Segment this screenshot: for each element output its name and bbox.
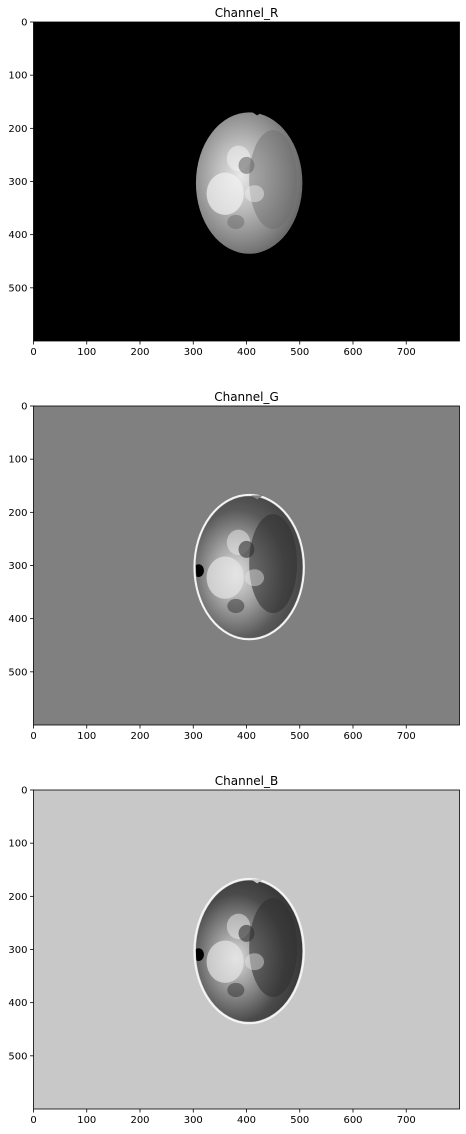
y-tick-label: 0: [21, 402, 27, 413]
y-tick-label: 500: [8, 1051, 27, 1062]
y-tick-label: 400: [8, 614, 27, 625]
x-tick-label: 200: [130, 731, 149, 742]
x-tick-label: 500: [290, 347, 309, 358]
y-tick-label: 300: [8, 177, 27, 188]
y-tick-label: 100: [8, 839, 27, 850]
panel-channel-g: Channel_G 0 100 200 300 400 500 600 700 0 100 200…: [8, 390, 459, 742]
x-tick-label: 200: [130, 1115, 149, 1126]
object-ellipse: [193, 495, 304, 639]
panel-title: Channel_G: [214, 390, 279, 404]
panel-title: Channel_B: [215, 774, 279, 788]
y-tick-label: 0: [21, 786, 27, 797]
x-axis: 0 100 200 300 400 500 600 700: [30, 341, 415, 358]
x-tick-label: 600: [343, 731, 362, 742]
x-tick-label: 700: [397, 731, 416, 742]
x-tick-label: 400: [237, 731, 256, 742]
y-tick-label: 200: [8, 124, 27, 135]
y-tick-label: 400: [8, 230, 27, 241]
y-axis: 0 100 200 300 400 500: [8, 402, 33, 679]
y-axis: 0 100 200 300 400 500: [8, 786, 33, 1063]
y-tick-label: 300: [8, 561, 27, 572]
x-tick-label: 400: [237, 347, 256, 358]
x-axis: 0 100 200 300 400 500 600 700: [30, 725, 415, 742]
x-tick-label: 200: [130, 347, 149, 358]
y-tick-label: 300: [8, 945, 27, 956]
panel-channel-b: Channel_B 0 100 200 300 400 500 600 700 0 100 200…: [8, 774, 459, 1126]
x-tick-label: 0: [30, 347, 36, 358]
panel-channel-r: Channel_R 0 100 200 300 400 500 600 700 0 100 200…: [8, 6, 459, 358]
y-tick-label: 500: [8, 667, 27, 678]
x-tick-label: 500: [290, 1115, 309, 1126]
x-tick-label: 500: [290, 731, 309, 742]
x-tick-label: 600: [343, 347, 362, 358]
y-axis: 0 100 200 300 400 500: [8, 18, 33, 295]
y-tick-label: 200: [8, 892, 27, 903]
y-tick-label: 400: [8, 998, 27, 1009]
y-tick-label: 100: [8, 71, 27, 82]
x-tick-label: 100: [77, 1115, 96, 1126]
x-tick-label: 100: [77, 347, 96, 358]
x-tick-label: 0: [30, 1115, 36, 1126]
x-tick-label: 0: [30, 731, 36, 742]
panel-title: Channel_R: [215, 6, 279, 20]
y-tick-label: 200: [8, 508, 27, 519]
x-tick-label: 600: [343, 1115, 362, 1126]
x-tick-label: 700: [397, 347, 416, 358]
x-tick-label: 700: [397, 1115, 416, 1126]
x-tick-label: 300: [184, 347, 203, 358]
x-tick-label: 100: [77, 731, 96, 742]
y-tick-label: 100: [8, 455, 27, 466]
object-ellipse: [196, 111, 303, 253]
x-tick-label: 300: [184, 1115, 203, 1126]
y-tick-label: 0: [21, 18, 27, 29]
x-tick-label: 300: [184, 731, 203, 742]
object-ellipse: [193, 879, 304, 1023]
y-tick-label: 500: [8, 283, 27, 294]
x-axis: 0 100 200 300 400 500 600 700: [30, 1109, 415, 1126]
x-tick-label: 400: [237, 1115, 256, 1126]
